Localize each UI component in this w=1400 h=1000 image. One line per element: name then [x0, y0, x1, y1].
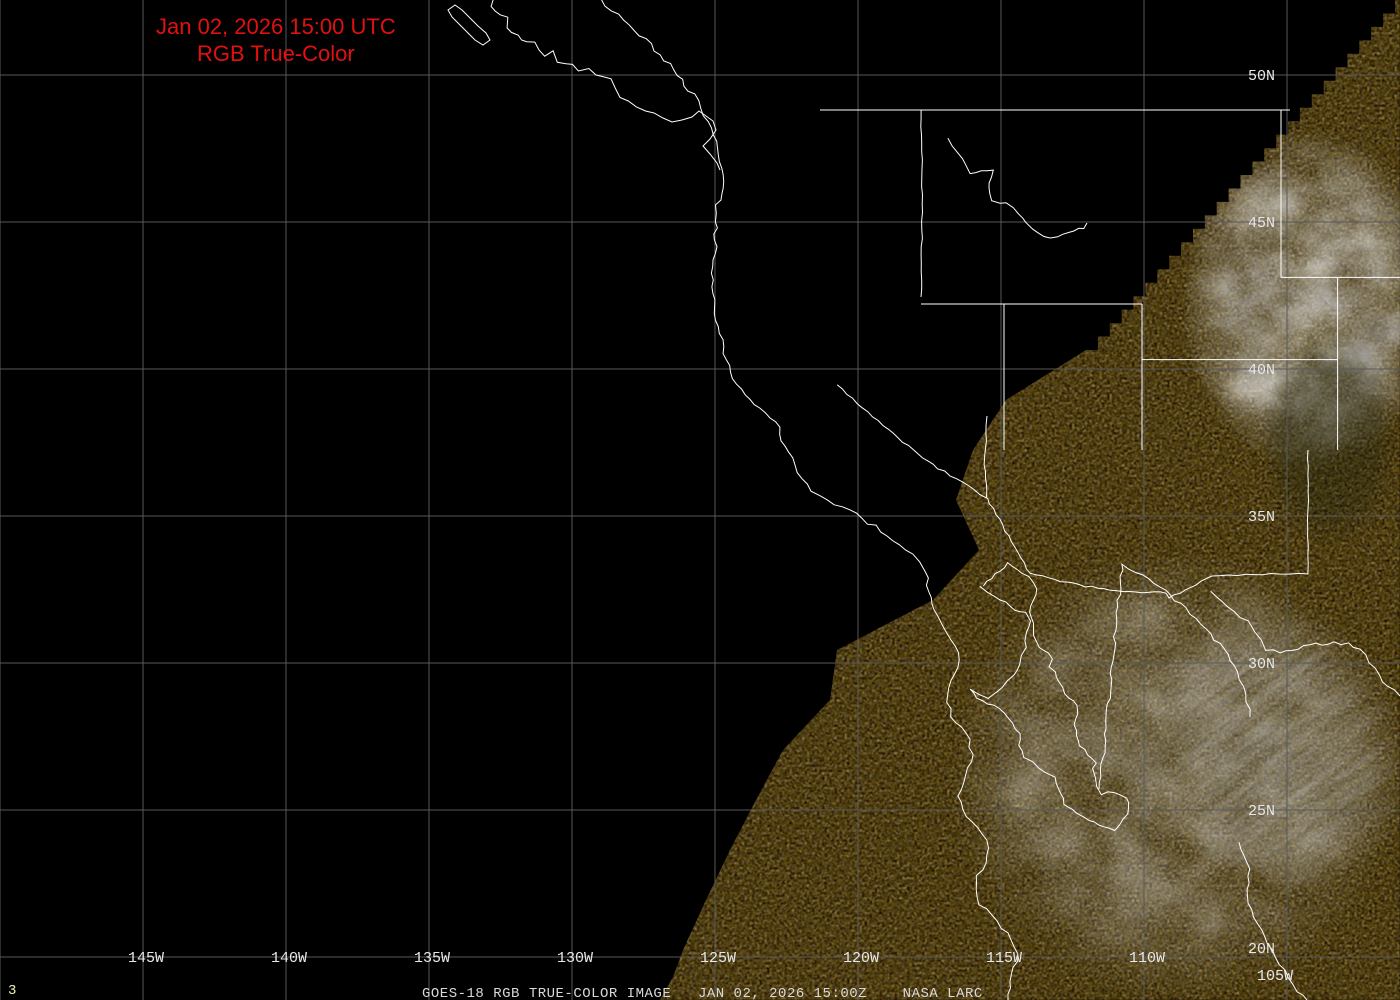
svg-text:25N: 25N: [1248, 803, 1275, 820]
svg-text:135W: 135W: [414, 950, 450, 967]
svg-text:50N: 50N: [1248, 68, 1275, 85]
svg-text:140W: 140W: [271, 950, 307, 967]
svg-text:120W: 120W: [843, 950, 879, 967]
svg-text:125W: 125W: [700, 950, 736, 967]
svg-text:20N: 20N: [1248, 941, 1275, 958]
svg-text:115W: 115W: [986, 950, 1022, 967]
svg-text:110W: 110W: [1129, 950, 1165, 967]
svg-text:105W: 105W: [1257, 968, 1293, 985]
svg-text:145W: 145W: [128, 950, 164, 967]
svg-text:130W: 130W: [557, 950, 593, 967]
svg-text:40N: 40N: [1248, 362, 1275, 379]
svg-text:30N: 30N: [1248, 656, 1275, 673]
svg-text:35N: 35N: [1248, 509, 1275, 526]
svg-text:45N: 45N: [1248, 215, 1275, 232]
